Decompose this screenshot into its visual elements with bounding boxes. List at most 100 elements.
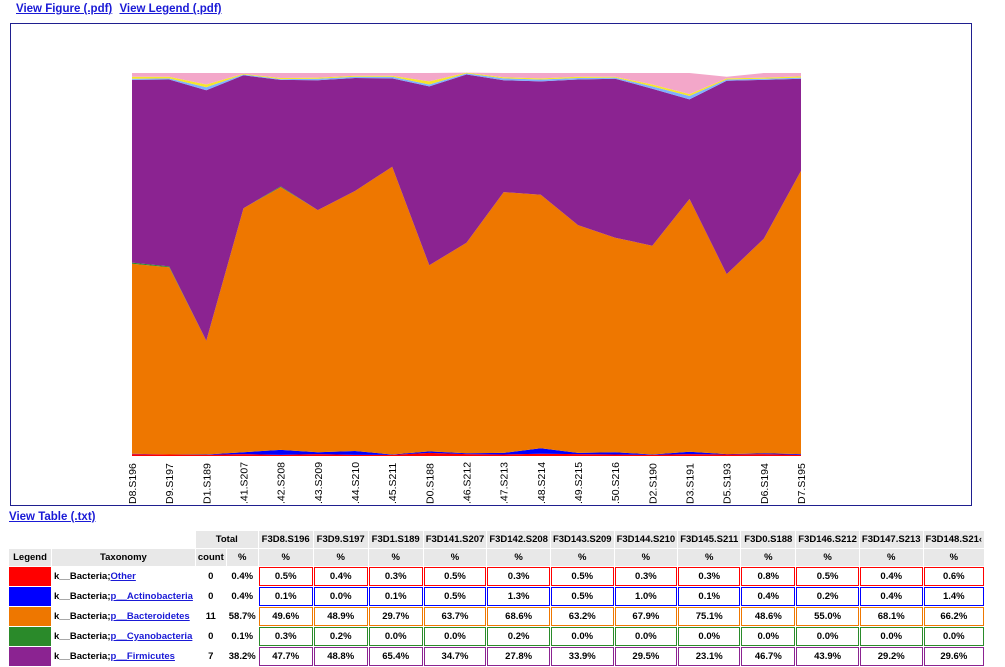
taxonomy-link[interactable]: p__Firmicutes [110, 651, 175, 662]
taxonomy-cell: k__Bacteria;p__Bacteroidetes [52, 607, 195, 626]
header-pct: % [226, 549, 258, 566]
header-pct: % [368, 549, 423, 566]
legend-swatch [9, 627, 51, 646]
sample-pct-cell: 0.0% [796, 627, 859, 646]
sample-pct-cell: 0.3% [368, 567, 423, 586]
sample-pct-cell: 1.3% [487, 587, 550, 606]
view-figure-link[interactable]: View Figure (.pdf) [16, 3, 113, 15]
table-row: k__Bacteria;p__Bacteroidetes 11 58.7% 49.6%… [9, 607, 985, 626]
header-pct: % [258, 549, 313, 566]
total-pct-cell: 0.4% [226, 587, 258, 606]
area-series-4 [132, 74, 801, 341]
sample-pct-cell: 75.1% [678, 607, 741, 626]
sample-pct-cell: 0.4% [859, 567, 923, 586]
x-tick-label: D8.S196 [127, 463, 139, 504]
taxonomy-link[interactable]: Other [110, 571, 136, 582]
header-blank [9, 531, 51, 548]
sample-pct-cell: 55.0% [796, 607, 859, 626]
x-tick-label: D2.S190 [647, 463, 659, 504]
sample-pct-cell: 0.1% [368, 587, 423, 606]
table-header-row: Total F3D8.S196 F3D9.S197 F3D1.S189 F3D141.S… [9, 531, 985, 548]
x-tick-label: D3.S191 [685, 463, 697, 504]
total-pct-cell: 58.7% [226, 607, 258, 626]
sample-pct-cell: 0.0% [923, 627, 985, 646]
taxonomy-table-wrap: Total F3D8.S196 F3D9.S197 F3D1.S189 F3D141.S… [8, 530, 1005, 667]
x-tick-label: .46.S212 [462, 462, 474, 504]
x-tick-label: D6.S194 [759, 463, 771, 504]
header-sample: F3D146.S212 [796, 531, 859, 548]
header-sample: F3D144.S210 [614, 531, 678, 548]
header-pct: % [923, 549, 985, 566]
sample-pct-cell: 0.3% [258, 627, 313, 646]
sample-pct-cell: 0.5% [258, 567, 313, 586]
sample-pct-cell: 0.1% [678, 587, 741, 606]
sample-pct-cell: 0.6% [923, 567, 985, 586]
taxonomy-cell: k__Bacteria;Other [52, 567, 195, 586]
legend-swatch [9, 607, 51, 626]
sample-pct-cell: 1.0% [614, 587, 678, 606]
sample-pct-cell: 29.7% [368, 607, 423, 626]
sample-pct-cell: 48.9% [313, 607, 368, 626]
x-tick-label: D9.S197 [164, 463, 176, 504]
sample-pct-cell: 0.3% [614, 567, 678, 586]
table-row: k__Bacteria;Other 0 0.4% 0.5% 0.4% 0.3% 0.5% 0.… [9, 567, 985, 586]
sample-pct-cell: 0.0% [423, 627, 487, 646]
sample-pct-cell: 66.2% [923, 607, 985, 626]
taxonomy-prefix: k__Bacteria; [54, 571, 111, 582]
x-tick-label: .45.S211 [387, 463, 399, 504]
sample-pct-cell: 63.7% [423, 607, 487, 626]
taxonomy-prefix: k__Bacteria; [54, 591, 111, 602]
x-tick-label: .49.S215 [573, 462, 585, 504]
taxonomy-link[interactable]: p__Actinobacteria [110, 591, 193, 602]
header-pct: % [487, 549, 550, 566]
sample-pct-cell: 0.4% [313, 567, 368, 586]
sample-pct-cell: 68.1% [859, 607, 923, 626]
sample-pct-cell: 67.9% [614, 607, 678, 626]
figure-frame: D8.S196 D9.S197 D1.S189 .41.S207 .42.S208 .43… [10, 23, 972, 506]
sample-pct-cell: 0.5% [550, 567, 614, 586]
x-tick-label: D5.S193 [722, 463, 734, 504]
sample-pct-cell: 0.2% [487, 627, 550, 646]
header-pct: % [614, 549, 678, 566]
header-sample: F3D145.S211 [678, 531, 741, 548]
x-tick-label: .48.S214 [536, 462, 548, 504]
sample-pct-cell: 0.0% [741, 627, 796, 646]
sample-pct-cell: 48.6% [741, 607, 796, 626]
x-tick-label: D1.S189 [201, 463, 213, 504]
header-pct: % [796, 549, 859, 566]
table-subheader-row: Legend Taxonomy count%%%%%%%%%%%%% [9, 549, 985, 566]
taxonomy-table: Total F3D8.S196 F3D9.S197 F3D1.S189 F3D141.S… [8, 530, 985, 667]
header-sample: F3D143.S209 [550, 531, 614, 548]
header-pct: % [859, 549, 923, 566]
header-sample: F3D147.S213 [859, 531, 923, 548]
x-tick-label: D0.S188 [424, 463, 436, 504]
header-pct: % [678, 549, 741, 566]
legend-swatch [9, 587, 51, 606]
count-cell: 0 [195, 567, 226, 586]
header-legend: Legend [9, 549, 51, 566]
header-pct: % [550, 549, 614, 566]
taxonomy-link[interactable]: p__Cyanobacteria [110, 631, 193, 642]
view-table-link[interactable]: View Table (.txt) [9, 511, 96, 523]
sample-pct-cell: 0.5% [550, 587, 614, 606]
count-cell: 0 [195, 627, 226, 646]
view-legend-link[interactable]: View Legend (.pdf) [119, 3, 222, 15]
count-cell: 0 [195, 587, 226, 606]
stacked-area-chart: D8.S196 D9.S197 D1.S189 .41.S207 .42.S208 .43… [127, 72, 808, 504]
x-tick-label: .43.S209 [313, 462, 325, 504]
header-sample: F3D1.S189 [368, 531, 423, 548]
header-taxonomy: Taxonomy [52, 549, 195, 566]
sample-pct-cell: 1.4% [923, 587, 985, 606]
sample-pct-cell: 0.5% [423, 567, 487, 586]
sample-pct-cell: 0.3% [487, 567, 550, 586]
taxonomy-prefix: k__Bacteria; [54, 611, 111, 622]
taxonomy-cell: k__Bacteria;p__Cyanobacteria [52, 627, 195, 646]
taxonomy-link[interactable]: p__Bacteroidetes [110, 611, 190, 622]
header-total: Total [195, 531, 258, 548]
sample-pct-cell: 0.3% [678, 567, 741, 586]
area-series-2 [132, 166, 801, 455]
x-tick-label: .42.S208 [276, 462, 288, 504]
x-tick-label: D7.S195 [796, 463, 808, 504]
area-series-7 [132, 72, 801, 95]
header-sample: F3D0.S188 [741, 531, 796, 548]
